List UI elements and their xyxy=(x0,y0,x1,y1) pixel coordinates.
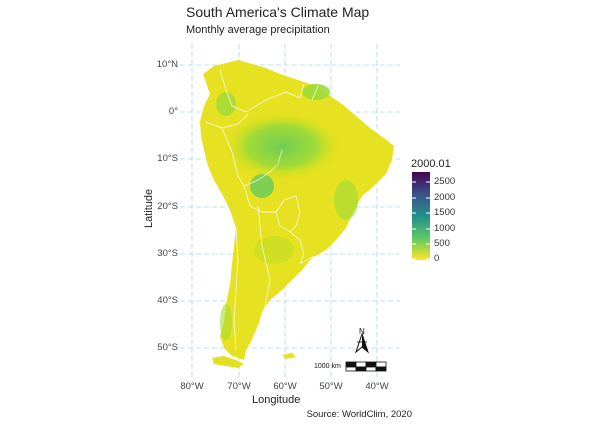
country-borders xyxy=(205,69,319,351)
south-america-landmass xyxy=(200,60,394,368)
x-tick-label: 60°W xyxy=(273,381,297,392)
y-tick-label: 30°S xyxy=(157,248,178,259)
map-title: South America's Climate Map xyxy=(186,4,370,20)
legend-tick-label: 1000 xyxy=(434,223,456,234)
legend-tick-label: 500 xyxy=(434,238,450,249)
x-tick-label: 70°W xyxy=(227,381,251,392)
legend-tick-label: 0 xyxy=(434,253,440,264)
x-axis-label: Longitude xyxy=(252,394,301,406)
y-tick-label: 0° xyxy=(168,106,178,117)
y-tick-label: 10°S xyxy=(157,153,178,164)
y-tick-label: 20°S xyxy=(157,201,178,212)
legend-colorbar xyxy=(412,172,430,260)
x-tick-label: 50°W xyxy=(319,381,343,392)
scale-bar xyxy=(345,361,387,372)
y-tick-label: 40°S xyxy=(157,295,178,306)
y-tick-label: 10°N xyxy=(156,59,178,70)
source-caption: Source: WorldClim, 2020 xyxy=(306,409,412,420)
legend-tick-label: 2500 xyxy=(434,176,456,187)
north-arrow-icon xyxy=(354,332,370,354)
legend-ticks xyxy=(412,181,430,260)
legend-title: 2000.01 xyxy=(411,158,451,170)
x-tick-label: 80°W xyxy=(180,381,204,392)
y-axis-label: Latitude xyxy=(143,188,155,228)
north-arrow-label: N xyxy=(359,327,365,336)
legend-tick-label: 1500 xyxy=(434,207,456,218)
x-tick-label: 40°W xyxy=(365,381,389,392)
legend-tick-label: 2000 xyxy=(434,192,456,203)
map-subtitle: Monthly average precipitation xyxy=(186,24,330,36)
y-tick-label: 50°S xyxy=(157,342,178,353)
scale-bar-label: 1000 km xyxy=(314,363,341,370)
